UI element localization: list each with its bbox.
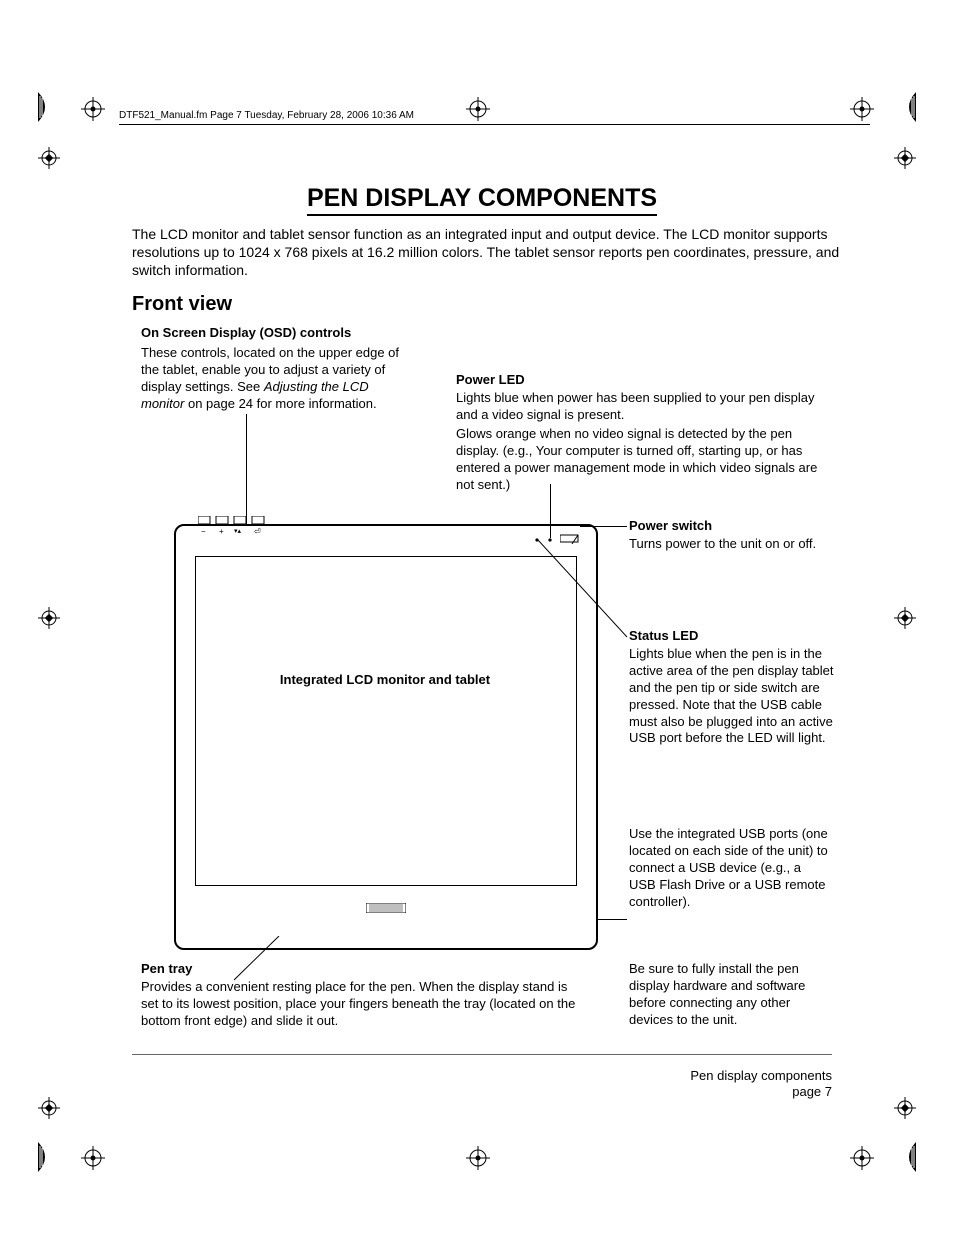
led-dots-icon xyxy=(534,536,554,544)
regmark-icon xyxy=(466,97,490,121)
intro-paragraph: The LCD monitor and tablet sensor functi… xyxy=(132,225,842,280)
header-text: DTF521_Manual.fm Page 7 Tuesday, Februar… xyxy=(119,110,414,121)
osd-leader xyxy=(246,414,247,524)
regmark-side-icon xyxy=(38,607,60,629)
osd-body: These controls, located on the upper edg… xyxy=(141,345,401,413)
regmark-side-icon xyxy=(894,1097,916,1119)
tab-label-minus: − xyxy=(201,527,206,536)
footer-rule xyxy=(132,1054,832,1055)
regmark-side-icon xyxy=(38,1097,60,1119)
usb-note: Use the integrated USB ports (one locate… xyxy=(629,826,829,910)
osd-tabs-icon xyxy=(198,516,270,526)
pen-tray-body: Provides a convenient resting place for … xyxy=(141,979,581,1030)
install-note: Be sure to fully install the pen display… xyxy=(629,961,834,1029)
power-switch-body: Turns power to the unit on or off. xyxy=(629,536,839,553)
edge-blob-icon xyxy=(902,92,916,122)
header-rule xyxy=(119,124,870,125)
page-title: PEN DISPLAY COMPONENTS xyxy=(132,184,832,213)
tab-label-plus: + xyxy=(219,527,224,536)
section-heading: Front view xyxy=(132,293,232,316)
regmark-icon xyxy=(466,1146,490,1170)
regmark-icon xyxy=(850,1146,874,1170)
regmark-side-icon xyxy=(38,147,60,169)
power-switch-heading: Power switch xyxy=(629,518,712,533)
regmark-icon xyxy=(81,1146,105,1170)
power-led-p1: Lights blue when power has been supplied… xyxy=(456,390,836,424)
edge-blob-icon xyxy=(38,1142,52,1172)
regmark-side-icon xyxy=(894,607,916,629)
footer-line2: page 7 xyxy=(632,1084,832,1099)
regmark-side-icon xyxy=(894,147,916,169)
tab-label-enter: ⏎ xyxy=(254,527,261,536)
power-switch-icon xyxy=(560,532,580,544)
device-screen xyxy=(195,556,577,886)
edge-blob-icon xyxy=(902,1142,916,1172)
regmark-icon xyxy=(850,97,874,121)
status-led-heading: Status LED xyxy=(629,628,698,643)
power-led-p2: Glows orange when no video signal is det… xyxy=(456,426,836,494)
pen-tray-heading: Pen tray xyxy=(141,961,192,976)
manual-page: DTF521_Manual.fm Page 7 Tuesday, Februar… xyxy=(0,0,954,1235)
footer-line1: Pen display components xyxy=(632,1068,832,1083)
regmark-icon xyxy=(81,97,105,121)
tab-label-arrows: ▾▴ xyxy=(234,527,241,535)
power-led-heading: Power LED xyxy=(456,372,525,387)
usb-leader xyxy=(598,919,627,920)
brand-logo-icon xyxy=(366,903,406,913)
edge-blob-icon xyxy=(38,92,52,122)
osd-heading: On Screen Display (OSD) controls xyxy=(141,325,351,340)
status-led-body: Lights blue when the pen is in the activ… xyxy=(629,646,834,747)
